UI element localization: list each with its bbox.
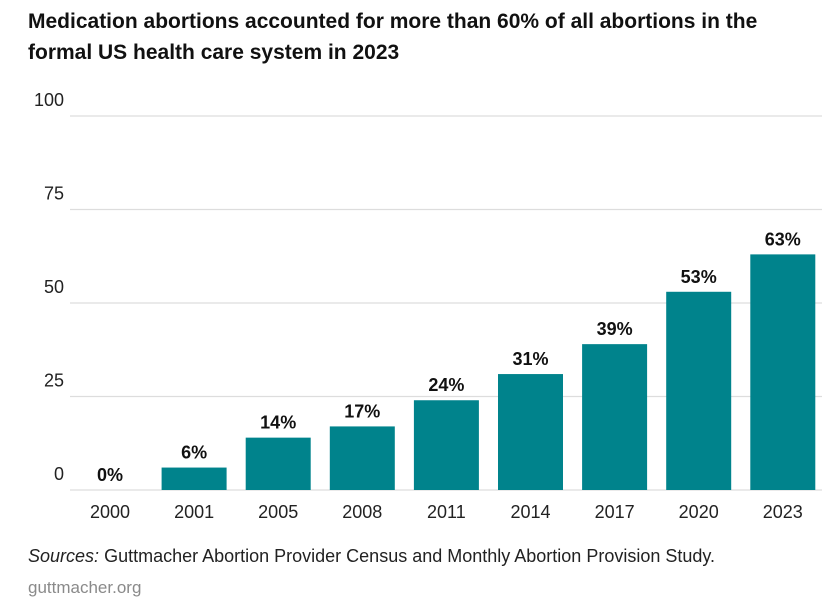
bar — [329, 426, 395, 490]
chart-title: Medication abortions accounted for more … — [28, 10, 758, 64]
site-credit: guttmacher.org — [28, 578, 142, 597]
bar — [498, 374, 563, 490]
x-tick-label: 2001 — [174, 502, 214, 522]
data-label: 6% — [181, 443, 207, 463]
x-tick-label: 2020 — [679, 502, 719, 522]
bar — [413, 400, 479, 490]
x-tick-label: 2014 — [510, 502, 550, 522]
x-tick-label: 2023 — [763, 502, 803, 522]
sources-text: Guttmacher Abortion Provider Census and … — [104, 546, 716, 566]
data-label: 0% — [97, 465, 123, 485]
y-tick-label: 0 — [54, 464, 64, 484]
data-label: 39% — [597, 319, 633, 339]
bar — [582, 344, 648, 490]
data-label: 53% — [681, 267, 717, 287]
bar — [666, 291, 732, 490]
bar — [750, 254, 816, 490]
x-tick-label: 2005 — [258, 502, 298, 522]
bar — [161, 467, 227, 490]
x-tick-label: 2011 — [427, 502, 466, 522]
data-label: 31% — [512, 349, 548, 369]
y-tick-label: 100 — [34, 90, 64, 110]
sources-note: Sources: Guttmacher Abortion Provider Ce… — [28, 546, 715, 567]
x-tick-label: 2000 — [90, 502, 130, 522]
data-label: 17% — [344, 401, 380, 421]
x-tick-label: 2008 — [342, 502, 382, 522]
y-tick-label: 50 — [44, 277, 64, 297]
x-tick-label: 2017 — [595, 502, 635, 522]
y-tick-label: 25 — [44, 371, 64, 391]
bar — [245, 437, 311, 490]
sources-lead: Sources: — [28, 546, 100, 566]
y-tick-label: 75 — [44, 184, 64, 204]
data-label: 63% — [765, 229, 801, 249]
data-label: 14% — [260, 413, 296, 433]
data-label: 24% — [428, 375, 464, 395]
